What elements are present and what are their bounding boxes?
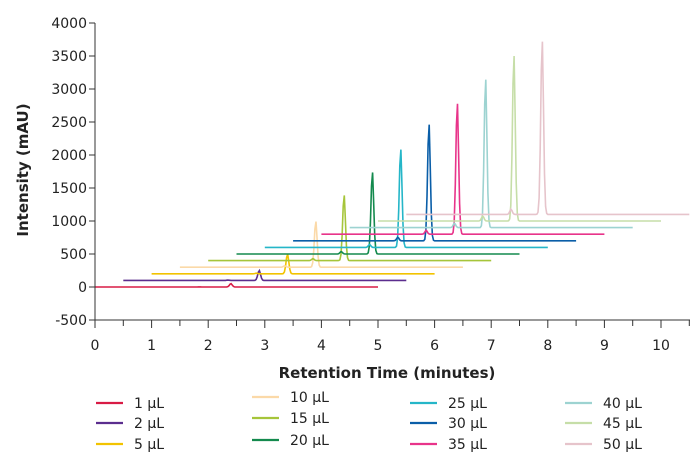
y-tick-label: 500 xyxy=(60,247,87,263)
legend-label: 1 μL xyxy=(134,396,164,412)
y-axis-title: Intensity (mAU) xyxy=(14,103,32,236)
x-tick-label: 4 xyxy=(317,338,326,354)
series-line-7 xyxy=(264,149,548,249)
legend-label: 50 μL xyxy=(603,437,642,453)
x-tick-label: 6 xyxy=(430,338,439,354)
y-tick-label: 0 xyxy=(78,280,87,296)
series-line-2 xyxy=(123,268,407,282)
legend-label: 35 μL xyxy=(448,437,487,453)
x-tick-label: 2 xyxy=(204,338,213,354)
series-line-4 xyxy=(179,221,463,269)
x-tick-label: 3 xyxy=(260,338,269,354)
x-tick-label: 1 xyxy=(147,338,156,354)
legend-label: 45 μL xyxy=(603,416,642,432)
legend-label: 15 μL xyxy=(290,411,329,427)
x-tick-label: 5 xyxy=(374,338,383,354)
y-tick-label: 3500 xyxy=(51,49,87,65)
series-line-10 xyxy=(349,79,633,229)
y-tick-label: 4000 xyxy=(51,16,87,32)
legend-label: 20 μL xyxy=(290,433,329,449)
y-tick-label: 3000 xyxy=(51,82,87,98)
series-layer xyxy=(95,41,690,288)
legend-label: 30 μL xyxy=(448,416,487,432)
series-line-6 xyxy=(236,172,520,255)
series-line-12 xyxy=(406,41,690,216)
legend-label: 5 μL xyxy=(134,437,164,453)
legend-label: 10 μL xyxy=(290,390,329,406)
legend-label: 25 μL xyxy=(448,396,487,412)
x-tick-label: 7 xyxy=(487,338,496,354)
legend-label: 2 μL xyxy=(134,416,164,432)
legend-label: 40 μL xyxy=(603,396,642,412)
legend: 1 μL 2 μL 5 μL 10 μL 15 μL 20 μL 25 μL 30 μL 35 … xyxy=(96,390,642,453)
x-tick-label: 10 xyxy=(652,338,670,354)
x-tick-label: 9 xyxy=(600,338,609,354)
series-line-8 xyxy=(293,124,577,242)
y-tick-label: 2500 xyxy=(51,115,87,131)
axes-layer xyxy=(94,23,690,321)
x-tick-label: 8 xyxy=(543,338,552,354)
series-line-1 xyxy=(95,282,378,288)
series-line-3 xyxy=(151,253,435,275)
y-tick-label: 2000 xyxy=(51,148,87,164)
x-tick-label: 0 xyxy=(91,338,100,354)
x-axis-title: Retention Time (minutes) xyxy=(279,364,496,382)
series-line-9 xyxy=(321,103,605,235)
y-tick-label: 1000 xyxy=(51,214,87,230)
y-tick-label: 1500 xyxy=(51,181,87,197)
series-line-5 xyxy=(208,195,492,262)
y-tick-label: -500 xyxy=(55,313,87,329)
series-line-11 xyxy=(378,55,661,222)
